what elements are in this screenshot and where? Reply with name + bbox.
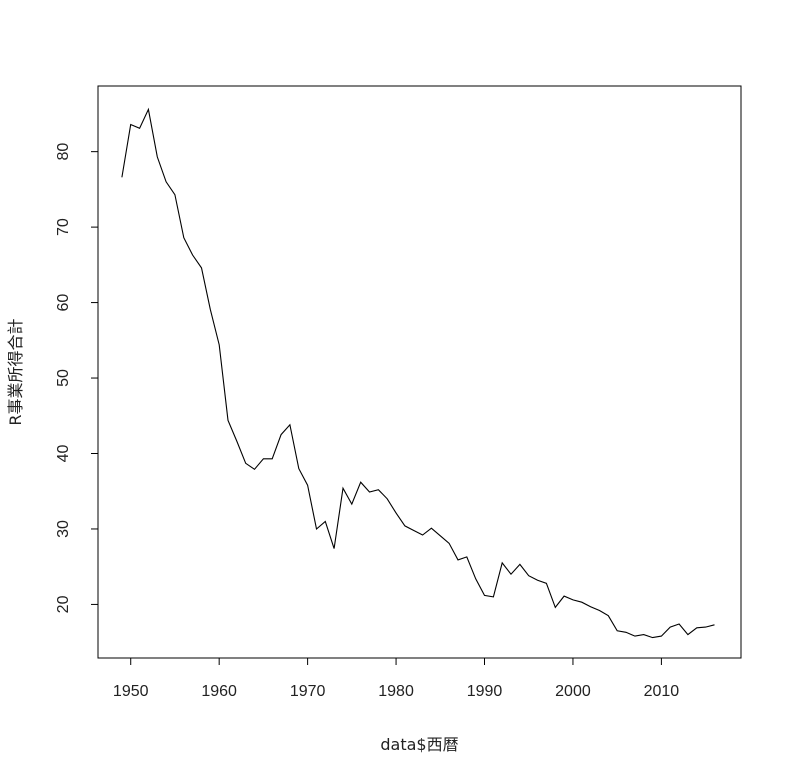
x-tick-label: 1960 <box>201 683 237 700</box>
y-tick-label: 20 <box>55 595 72 613</box>
y-tick-label: 80 <box>55 143 72 161</box>
x-tick-label: 1970 <box>290 683 326 700</box>
y-axis: 20 30 40 50 60 70 80 <box>55 143 99 613</box>
y-tick-label: 40 <box>55 444 72 462</box>
x-axis-title: data$西暦 <box>380 735 458 754</box>
series-line <box>121 107 715 639</box>
x-tick-label: 2010 <box>644 683 680 700</box>
y-tick-label: 30 <box>55 520 72 538</box>
y-tick-label: 60 <box>55 294 72 312</box>
x-axis: 1950 1960 1970 1980 1990 2000 2010 <box>113 657 680 700</box>
x-tick-label: 1980 <box>378 683 414 700</box>
x-tick-label: 1990 <box>467 683 503 700</box>
plot-frame <box>97 85 742 659</box>
x-tick-label: 1950 <box>113 683 149 700</box>
y-tick-label: 70 <box>55 218 72 236</box>
x-tick-label: 2000 <box>555 683 591 700</box>
y-tick-label: 50 <box>55 369 72 387</box>
y-axis-title: R事業所得合計 <box>6 318 25 425</box>
